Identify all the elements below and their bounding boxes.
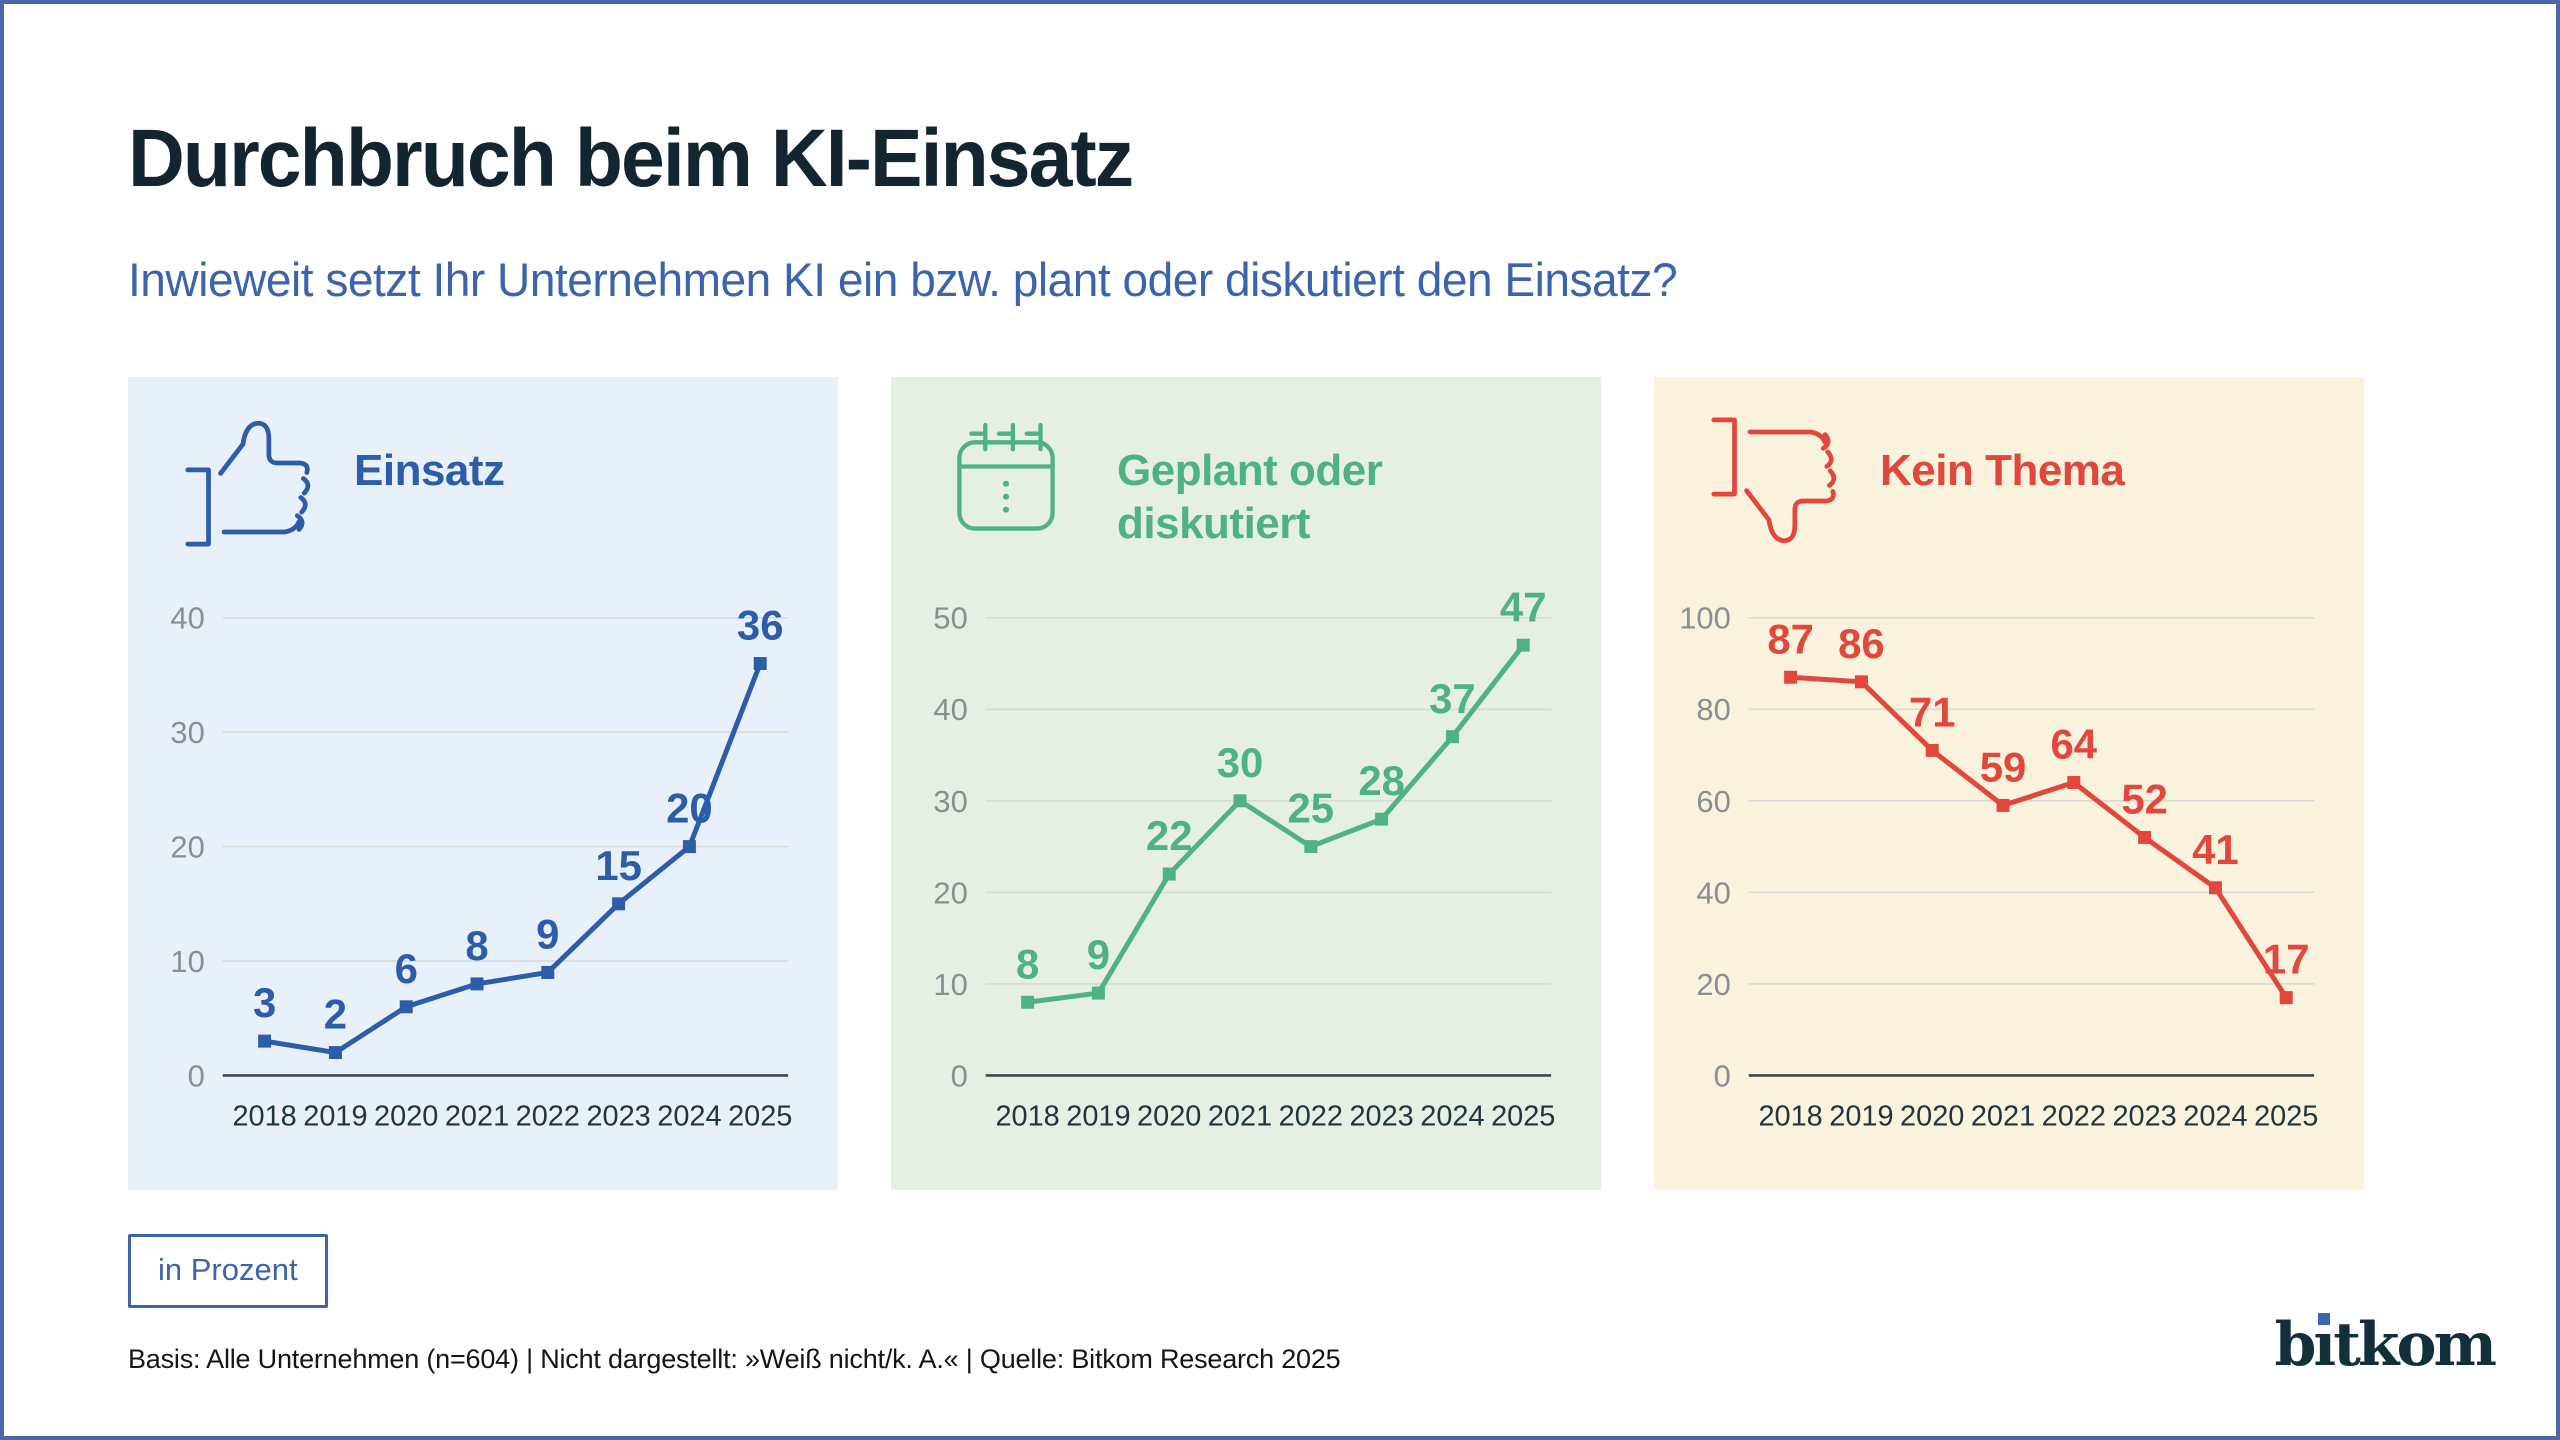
svg-text:2020: 2020 bbox=[1900, 1100, 1964, 1132]
svg-text:8: 8 bbox=[465, 922, 488, 969]
svg-text:2018: 2018 bbox=[995, 1100, 1059, 1132]
svg-text:2022: 2022 bbox=[2042, 1100, 2106, 1132]
svg-text:40: 40 bbox=[1696, 875, 1730, 910]
svg-text:2023: 2023 bbox=[1349, 1100, 1413, 1132]
svg-text:25: 25 bbox=[1288, 785, 1335, 832]
unit-badge: in Prozent bbox=[128, 1234, 328, 1308]
svg-text:47: 47 bbox=[1500, 583, 1547, 630]
svg-text:17: 17 bbox=[2263, 936, 2310, 983]
svg-text:2022: 2022 bbox=[1279, 1100, 1343, 1132]
svg-text:28: 28 bbox=[1358, 757, 1405, 804]
panels-row: Einsatz 0 10 20 30 40 3 2 6 8 9 15 20 36 2018 2019 2020… bbox=[128, 377, 2364, 1190]
svg-text:2025: 2025 bbox=[2254, 1100, 2318, 1132]
svg-text:40: 40 bbox=[933, 692, 967, 727]
svg-text:3: 3 bbox=[253, 979, 276, 1026]
svg-text:10: 10 bbox=[170, 944, 204, 979]
svg-text:10: 10 bbox=[933, 967, 967, 1002]
svg-text:2018: 2018 bbox=[232, 1100, 296, 1132]
svg-text:60: 60 bbox=[1696, 784, 1730, 819]
svg-text:2019: 2019 bbox=[303, 1100, 367, 1132]
svg-text:20: 20 bbox=[170, 830, 204, 865]
panel-kein-thema-title: Kein Thema bbox=[1880, 446, 2125, 495]
kein-thema-line-chart: 0 20 40 60 80 100 87 86 71 59 64 52 41 17 2018 2019 2020… bbox=[1679, 601, 2318, 1133]
einsatz-line-chart: 0 10 20 30 40 3 2 6 8 9 15 20 36 2018 2019 2020 2021 2022… bbox=[170, 601, 792, 1133]
svg-text:8: 8 bbox=[1016, 940, 1039, 987]
panel-geplant-title: Geplant oder diskutiert bbox=[1117, 446, 1383, 548]
svg-text:2024: 2024 bbox=[2183, 1100, 2247, 1132]
svg-text:15: 15 bbox=[595, 842, 642, 889]
logo-letter-i: ı bbox=[2313, 1310, 2336, 1380]
svg-text:50: 50 bbox=[933, 601, 967, 636]
svg-text:86: 86 bbox=[1838, 620, 1885, 667]
svg-text:71: 71 bbox=[1909, 689, 1956, 736]
svg-text:20: 20 bbox=[1696, 967, 1730, 1002]
svg-text:2024: 2024 bbox=[657, 1100, 721, 1132]
svg-text:2019: 2019 bbox=[1829, 1100, 1893, 1132]
calendar-icon bbox=[937, 413, 1075, 551]
svg-text:2020: 2020 bbox=[1137, 1100, 1201, 1132]
thumbs-down-icon bbox=[1700, 413, 1838, 551]
panel-einsatz-header: Einsatz bbox=[128, 377, 838, 551]
svg-text:2025: 2025 bbox=[1491, 1100, 1555, 1132]
logo-i-dot bbox=[2318, 1313, 2331, 1325]
svg-text:2019: 2019 bbox=[1066, 1100, 1130, 1132]
svg-text:30: 30 bbox=[1217, 739, 1264, 786]
svg-text:2025: 2025 bbox=[728, 1100, 792, 1132]
panel-kein-thema-header: Kein Thema bbox=[1654, 377, 2364, 551]
panel-geplant-header: Geplant oder diskutiert bbox=[891, 377, 1601, 551]
svg-text:20: 20 bbox=[933, 875, 967, 910]
svg-text:87: 87 bbox=[1767, 615, 1814, 662]
page-subtitle: Inwieweit setzt Ihr Unternehmen KI ein b… bbox=[128, 253, 1678, 306]
svg-text:36: 36 bbox=[737, 602, 784, 649]
svg-text:20: 20 bbox=[666, 785, 713, 832]
bitkom-logo: bı tkom bbox=[2274, 1310, 2497, 1380]
svg-text:100: 100 bbox=[1679, 601, 1731, 636]
panel-einsatz-title: Einsatz bbox=[354, 446, 505, 495]
svg-text:0: 0 bbox=[951, 1058, 968, 1093]
svg-text:22: 22 bbox=[1146, 812, 1193, 859]
svg-text:2024: 2024 bbox=[1420, 1100, 1484, 1132]
svg-text:2021: 2021 bbox=[1971, 1100, 2035, 1132]
svg-text:64: 64 bbox=[2051, 721, 2098, 768]
svg-text:2020: 2020 bbox=[374, 1100, 438, 1132]
logo-text-post: tkom bbox=[2333, 1310, 2497, 1380]
svg-text:2023: 2023 bbox=[586, 1100, 650, 1132]
svg-text:2021: 2021 bbox=[445, 1100, 509, 1132]
svg-text:2018: 2018 bbox=[1758, 1100, 1822, 1132]
svg-text:6: 6 bbox=[395, 945, 418, 992]
svg-text:59: 59 bbox=[1980, 743, 2027, 790]
svg-text:80: 80 bbox=[1696, 692, 1730, 727]
page-title: Durchbruch beim KI-Einsatz bbox=[128, 113, 1134, 204]
svg-text:52: 52 bbox=[2121, 776, 2168, 823]
panel-einsatz: Einsatz 0 10 20 30 40 3 2 6 8 9 15 20 36 2018 2019 2020… bbox=[128, 377, 838, 1190]
svg-text:41: 41 bbox=[2192, 826, 2239, 873]
svg-text:2022: 2022 bbox=[516, 1100, 580, 1132]
panel-geplant: Geplant oder diskutiert 0 10 20 30 40 50 8 9 22 3… bbox=[891, 377, 1601, 1190]
svg-text:9: 9 bbox=[536, 911, 559, 958]
basis-note: Basis: Alle Unternehmen (n=604) | Nicht … bbox=[128, 1344, 1341, 1374]
svg-text:2023: 2023 bbox=[2112, 1100, 2176, 1132]
svg-text:30: 30 bbox=[933, 784, 967, 819]
svg-text:9: 9 bbox=[1087, 931, 1110, 978]
svg-text:37: 37 bbox=[1429, 675, 1476, 722]
panel-kein-thema: Kein Thema 0 20 40 60 80 100 87 86 71 59 64 52 41 17 2… bbox=[1654, 377, 2364, 1190]
logo-text-pre: b bbox=[2274, 1310, 2316, 1380]
svg-text:2021: 2021 bbox=[1208, 1100, 1272, 1132]
thumbs-up-icon bbox=[174, 413, 312, 551]
svg-text:0: 0 bbox=[188, 1058, 205, 1093]
svg-text:2: 2 bbox=[324, 991, 347, 1038]
svg-text:0: 0 bbox=[1714, 1058, 1731, 1093]
svg-text:30: 30 bbox=[170, 715, 204, 750]
svg-text:40: 40 bbox=[170, 601, 204, 636]
